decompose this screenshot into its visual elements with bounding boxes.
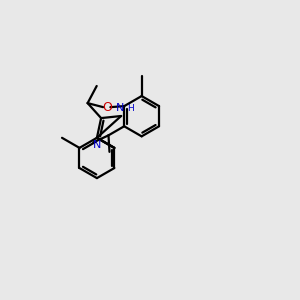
Text: O: O [102, 101, 112, 114]
Text: H: H [127, 104, 134, 113]
Text: N: N [116, 103, 124, 113]
Text: N: N [93, 140, 101, 150]
